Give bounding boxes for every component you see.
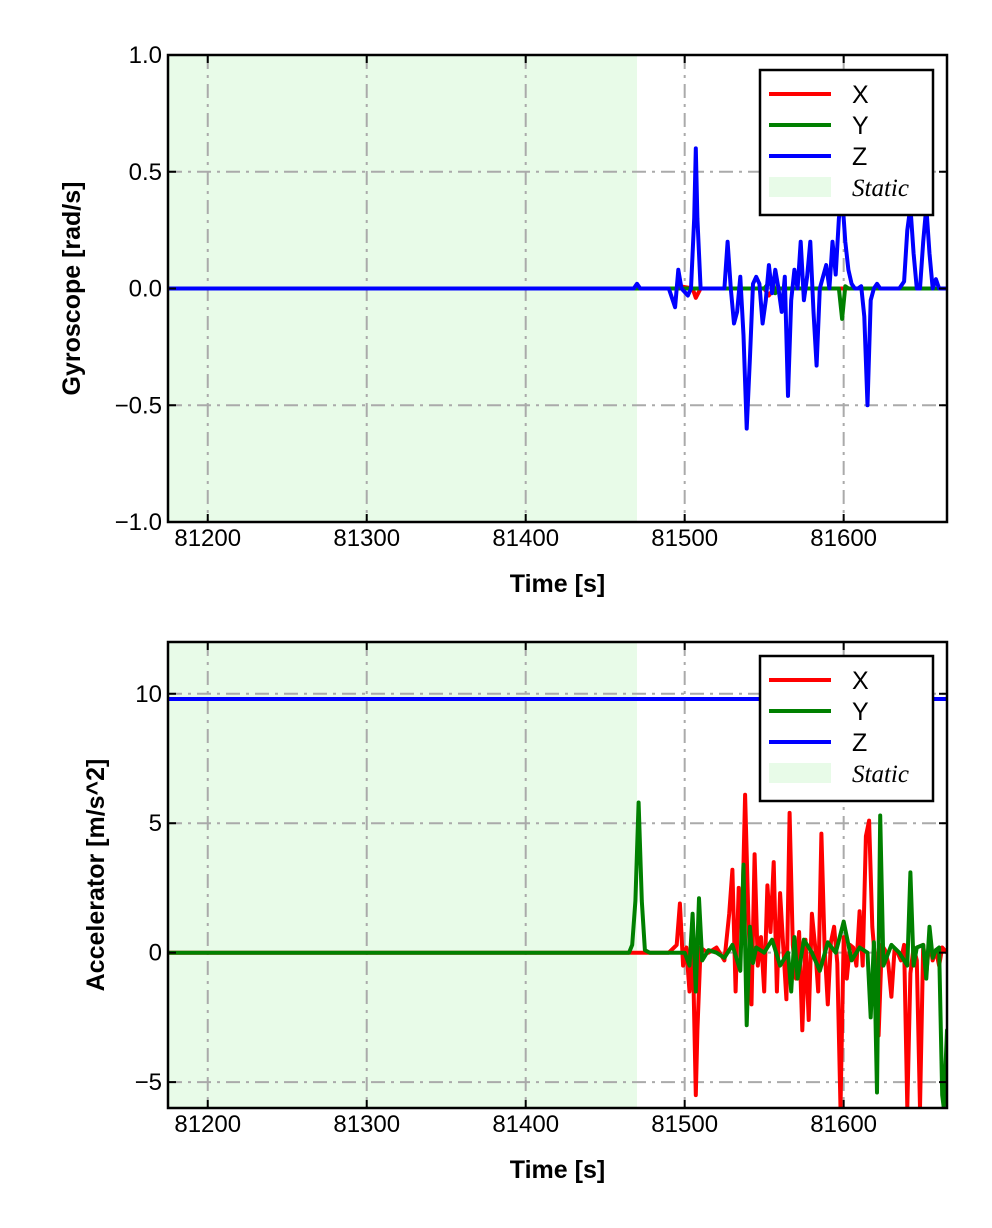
legend-label-z: Z	[852, 143, 867, 171]
series-line-z	[168, 146, 947, 431]
y-tick-label: 5	[149, 810, 162, 837]
y-tick-label: 0.0	[129, 276, 162, 303]
y-tick-label: −0.5	[115, 392, 162, 419]
x-tick-label: 81600	[810, 1111, 877, 1138]
y-tick-label: 0	[149, 940, 162, 967]
series-line-x	[168, 792, 947, 1108]
y-tick-label: −1.0	[115, 509, 162, 536]
x-tick-label: 81600	[810, 525, 877, 552]
legend-label-x: X	[852, 667, 869, 695]
legend: XYZ Static	[758, 654, 935, 803]
legend-label-y: Y	[852, 112, 869, 140]
gyroscope-chart: 81200 81300 81400 81500 81600 −1.0 −0.5 0.0 0.5 1…	[58, 42, 949, 598]
y-tick-label: 10	[135, 681, 162, 708]
y-tick-label: 0.5	[129, 159, 162, 186]
y-tick-label: −5	[135, 1069, 162, 1096]
x-tick-label: 81200	[174, 525, 241, 552]
x-tick-label: 81300	[333, 1111, 400, 1138]
legend: XYZ Static	[758, 68, 935, 217]
legend-label-x: X	[852, 81, 869, 109]
x-tick-label: 81300	[333, 525, 400, 552]
y-axis-label: Gyroscope [rad/s]	[58, 182, 86, 396]
accelerometer-chart: 81200 81300 81400 81500 81600 −5 0 5 10 Time [s] A…	[82, 640, 949, 1184]
x-tick-label: 81400	[492, 1111, 559, 1138]
x-tick-label: 81500	[651, 525, 718, 552]
legend-label-static: Static	[852, 761, 909, 788]
y-axis-label: Accelerator [m/s^2]	[82, 759, 110, 992]
static-region	[168, 642, 637, 1108]
series-line-y	[168, 800, 947, 1108]
x-axis-label: Time [s]	[510, 570, 605, 598]
x-tick-label: 81500	[651, 1111, 718, 1138]
x-tick-label: 81400	[492, 525, 559, 552]
legend-swatch-static	[769, 177, 831, 197]
legend-swatch-static	[769, 763, 831, 783]
plot-frame	[166, 640, 949, 1110]
legend-label-static: Static	[852, 175, 909, 202]
legend-label-y: Y	[852, 698, 869, 726]
legend-label-z: Z	[852, 729, 867, 757]
x-axis-label: Time [s]	[510, 1156, 605, 1184]
y-tick-label: 1.0	[129, 42, 162, 69]
x-tick-label: 81200	[174, 1111, 241, 1138]
